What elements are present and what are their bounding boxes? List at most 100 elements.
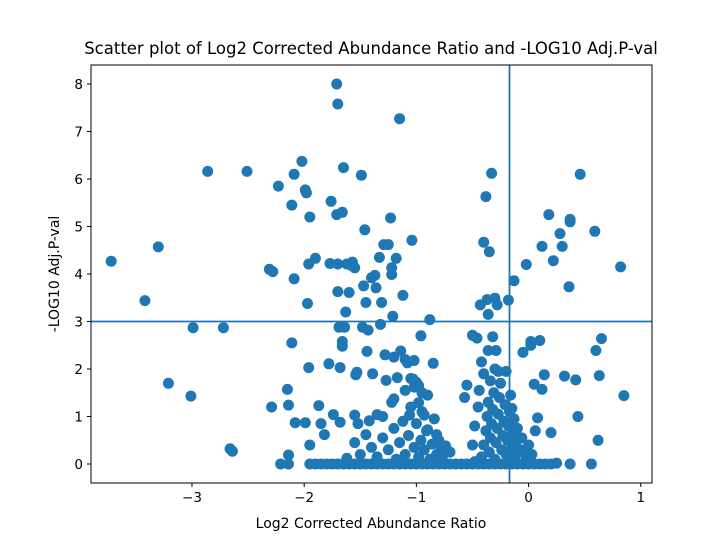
data-point (376, 297, 388, 308)
data-point (302, 298, 313, 309)
data-point (334, 362, 346, 374)
x-tick-label: −3 (182, 490, 202, 506)
data-point (405, 401, 417, 413)
data-point (369, 269, 381, 281)
data-point (360, 429, 372, 441)
x-axis: −3 −2 −1 0 1 (182, 483, 645, 506)
data-point (349, 437, 361, 449)
data-point (386, 269, 398, 280)
data-point (355, 169, 367, 181)
data-point (545, 427, 557, 439)
data-point (349, 262, 361, 274)
data-point (288, 168, 300, 180)
data-point (341, 452, 353, 464)
y-tick-label: 4 (74, 267, 83, 283)
data-point (534, 335, 546, 346)
data-point (563, 281, 575, 293)
data-point (217, 322, 229, 334)
data-point (375, 318, 386, 330)
data-point (538, 369, 550, 381)
data-point (547, 255, 559, 267)
data-point (487, 331, 499, 343)
data-point (379, 349, 391, 361)
data-point (283, 399, 294, 411)
data-point (478, 236, 490, 248)
x-axis-label: Log2 Corrected Abundance Ratio (256, 516, 487, 532)
data-point (529, 425, 541, 437)
data-point (459, 392, 471, 403)
data-point (422, 389, 434, 401)
data-point (520, 259, 532, 270)
data-point (367, 368, 379, 380)
data-point (390, 453, 402, 465)
x-tick-label: 0 (524, 490, 533, 506)
data-point (525, 336, 537, 347)
data-point (590, 345, 602, 356)
data-point (358, 280, 370, 292)
data-point (226, 445, 238, 457)
data-point (343, 287, 355, 298)
data-point (418, 444, 430, 456)
data-point (556, 240, 568, 252)
data-point (332, 258, 344, 270)
data-point (283, 458, 294, 470)
data-point (480, 191, 492, 203)
data-point (478, 368, 490, 380)
data-point (327, 409, 339, 421)
data-point (405, 373, 417, 384)
data-point (592, 434, 604, 446)
data-point (545, 458, 557, 470)
data-point (352, 418, 364, 430)
data-point (408, 441, 420, 453)
data-point (286, 337, 298, 349)
data-point (266, 401, 278, 413)
data-point (397, 415, 409, 427)
data-point (467, 439, 478, 451)
data-point (511, 422, 523, 434)
data-point (403, 430, 414, 441)
data-point (473, 384, 485, 396)
data-point (339, 321, 351, 333)
x-tick-label: −1 (406, 490, 426, 506)
data-point (564, 216, 576, 228)
data-point (508, 413, 520, 425)
data-point (362, 324, 374, 336)
data-point (360, 297, 372, 308)
data-point (482, 308, 494, 320)
data-point (410, 418, 422, 430)
data-point (495, 377, 506, 389)
data-point (532, 412, 544, 424)
data-point (304, 211, 316, 223)
y-tick-label: 5 (74, 220, 83, 236)
data-point (202, 165, 214, 177)
data-point (490, 345, 502, 356)
data-point (382, 444, 394, 456)
data-point (332, 286, 344, 298)
data-point (471, 332, 483, 344)
data-point (413, 380, 425, 392)
data-point (440, 440, 452, 452)
reference-lines (91, 65, 652, 483)
data-point (380, 374, 392, 386)
data-point (596, 333, 607, 345)
data-point (336, 206, 348, 218)
data-point (296, 155, 308, 167)
data-point (382, 239, 394, 251)
data-point (397, 289, 409, 301)
data-point (331, 78, 343, 90)
data-point (300, 187, 312, 199)
data-point (288, 273, 300, 285)
data-point (105, 255, 117, 267)
data-point (272, 180, 284, 192)
y-tick-label: 0 (74, 457, 83, 473)
data-point (415, 434, 427, 446)
data-point (241, 165, 253, 177)
points-layer (105, 78, 630, 470)
data-point (536, 383, 548, 395)
data-point (267, 266, 279, 278)
data-point (394, 113, 406, 125)
data-point (385, 212, 397, 224)
data-point (304, 439, 316, 451)
data-point (505, 389, 517, 401)
data-point (564, 458, 576, 470)
